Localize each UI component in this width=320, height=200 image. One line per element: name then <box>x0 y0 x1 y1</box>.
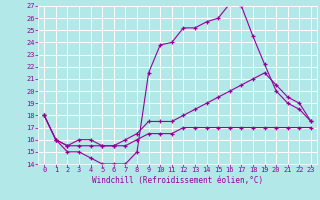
X-axis label: Windchill (Refroidissement éolien,°C): Windchill (Refroidissement éolien,°C) <box>92 176 263 185</box>
